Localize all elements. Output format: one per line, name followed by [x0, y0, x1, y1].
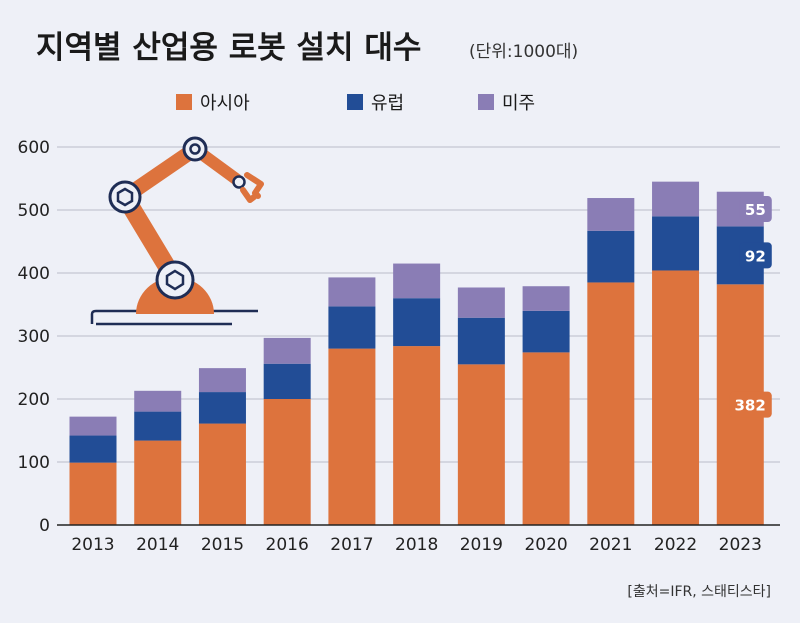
legend-label: 아시아: [200, 93, 250, 114]
chart-subtitle: (단위:1000대): [469, 42, 578, 62]
bar-2015-series-2: [198, 368, 246, 393]
bar-2013-series-1: [69, 435, 117, 463]
y-tick-label: 600: [18, 138, 50, 158]
y-tick-label: 200: [18, 390, 50, 410]
bar-2020-series-1: [522, 310, 570, 353]
legend: 아시아 유럽 미주: [176, 93, 535, 114]
chart-title: 지역별 산업용 로봇 설치 대수: [36, 30, 421, 66]
bar-2017-series-1: [328, 306, 376, 349]
bar-2019-series-0: [457, 364, 505, 525]
bar-2014-series-1: [134, 411, 182, 441]
x-axis: 2013 2014 2015 2016 2017 2018 2019 2020 2021 2022…: [71, 535, 762, 555]
data-label-box: [739, 242, 772, 269]
robot-arm-icon: [90, 136, 264, 326]
y-tick-label: 300: [18, 327, 50, 347]
legend-swatch: [176, 94, 192, 110]
x-tick-label: 2015: [201, 535, 244, 555]
data-label: 55: [745, 201, 766, 219]
bar-2014-series-0: [134, 440, 182, 525]
x-tick-label: 2017: [330, 535, 373, 555]
bar-2016-series-1: [263, 363, 311, 399]
y-tick-label: 0: [39, 516, 50, 536]
data-label-box: [729, 391, 772, 418]
bar-2020-series-0: [522, 352, 570, 525]
bar-2022-series-0: [652, 270, 700, 525]
bars: [69, 181, 764, 525]
legend-label: 유럽: [371, 93, 404, 114]
bar-2018-series-0: [393, 346, 441, 525]
data-label: 92: [745, 247, 766, 265]
data-label-box: [739, 196, 772, 223]
bar-2016-series-2: [263, 337, 311, 364]
x-tick-label: 2016: [266, 535, 309, 555]
x-tick-label: 2018: [395, 535, 438, 555]
bar-2021-series-0: [587, 282, 635, 525]
data-labels: 55 92 382: [729, 196, 772, 418]
x-tick-label: 2013: [71, 535, 114, 555]
bar-2016-series-0: [263, 399, 311, 525]
y-tick-label: 100: [18, 453, 50, 473]
legend-swatch: [347, 94, 363, 110]
bar-2017-series-0: [328, 348, 376, 525]
x-tick-label: 2019: [460, 535, 503, 555]
x-tick-label: 2020: [524, 535, 567, 555]
x-tick-label: 2014: [136, 535, 179, 555]
bar-2019-series-1: [457, 317, 505, 365]
data-label: 382: [734, 397, 765, 415]
bar-2015-series-0: [198, 423, 246, 525]
bar-2022-series-1: [652, 216, 700, 271]
bar-2014-series-2: [134, 390, 182, 412]
source-note: [출처=IFR, 스태티스타]: [627, 584, 771, 600]
bar-2015-series-1: [198, 392, 246, 424]
bar-2020-series-2: [522, 286, 570, 311]
bar-2017-series-2: [328, 277, 376, 307]
bar-2018-series-2: [393, 263, 441, 299]
legend-swatch: [478, 94, 494, 110]
y-tick-label: 500: [18, 201, 50, 221]
x-tick-label: 2023: [719, 535, 762, 555]
x-tick-label: 2021: [589, 535, 632, 555]
bar-2013-series-2: [69, 416, 117, 436]
bar-2018-series-1: [393, 298, 441, 347]
y-tick-label: 400: [18, 264, 50, 284]
bar-2013-series-0: [69, 462, 117, 525]
bar-2021-series-2: [587, 198, 635, 231]
bar-2021-series-1: [587, 230, 635, 283]
bar-2022-series-2: [652, 181, 700, 217]
bar-2019-series-2: [457, 287, 505, 318]
legend-label: 미주: [502, 93, 535, 114]
y-axis: 0 100 200 300 400 500 600: [18, 138, 50, 536]
x-tick-label: 2022: [654, 535, 697, 555]
